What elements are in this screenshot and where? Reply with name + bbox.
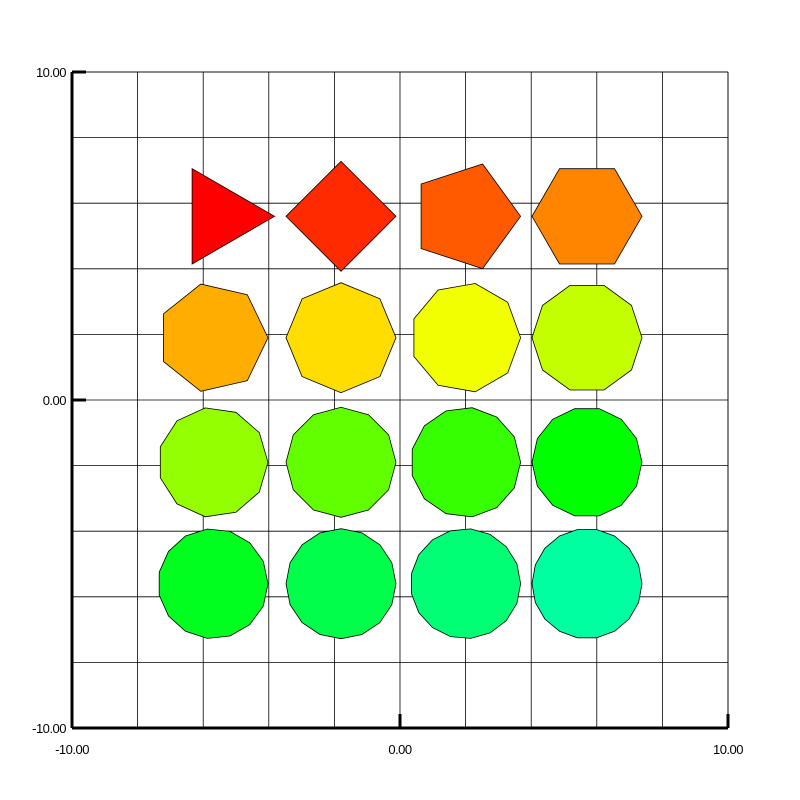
y-tick-label: -10.00 xyxy=(32,721,66,736)
marker-polygon-7 xyxy=(413,283,522,393)
marker-polygon-12 xyxy=(531,408,643,517)
marker-polygon-14 xyxy=(285,528,397,640)
marker-polygon-1 xyxy=(191,168,276,265)
markers xyxy=(158,160,643,640)
marker-polygon-9 xyxy=(159,407,269,518)
tick-labels: -10.00 0.00 10.00 10.00 0.00 -10.00 xyxy=(32,65,744,757)
marker-polygon-6 xyxy=(285,282,397,394)
marker-polygon-3 xyxy=(420,163,522,270)
marker-polygon-5 xyxy=(163,283,269,392)
marker-polygon-2 xyxy=(285,160,397,272)
marker-polygon-13 xyxy=(158,528,269,639)
marker-polygon-8 xyxy=(531,284,643,391)
x-tick-label: 0.00 xyxy=(388,742,412,757)
y-tick-label: 10.00 xyxy=(36,65,66,80)
x-tick-label: -10.00 xyxy=(55,742,89,757)
grid xyxy=(71,71,729,729)
marker-polygon-16 xyxy=(531,529,643,639)
marker-polygon-4 xyxy=(531,168,643,265)
marker-polygon-11 xyxy=(411,407,522,518)
axes xyxy=(70,70,730,730)
x-tick-label: 10.00 xyxy=(713,742,743,757)
marker-polygon-15 xyxy=(411,528,522,639)
marker-polygon-10 xyxy=(285,406,397,518)
y-tick-label: 0.00 xyxy=(43,393,67,408)
